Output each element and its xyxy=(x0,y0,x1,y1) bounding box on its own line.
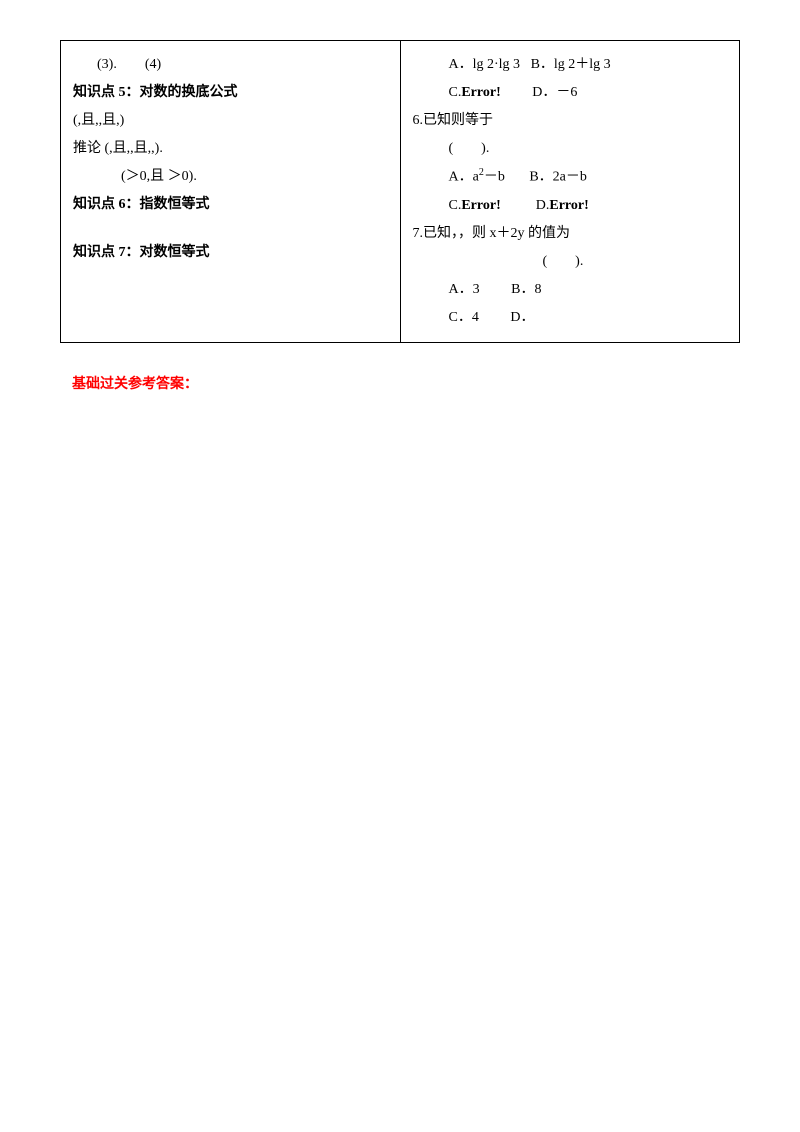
knowledge-point-6: 知识点 6：指数恒等式 xyxy=(73,191,388,219)
kp5-condition: (＞0,且 ＞0). xyxy=(73,163,388,191)
q6-option-a-prefix: A．a xyxy=(449,170,479,185)
q6-option-a-suffix: －b xyxy=(484,170,505,185)
kp5-formula-1: (,且,,且,) xyxy=(73,107,388,135)
q5-option-d: D．－6 xyxy=(532,85,577,100)
q6-option-c-prefix: C. xyxy=(449,198,462,213)
q5-option-c-prefix: C. xyxy=(449,85,462,100)
kp7-prefix: 知识点 7： xyxy=(73,245,140,260)
kp5-corollary: 推论 (,且,,且,,). xyxy=(73,135,388,163)
q7-option-a: A．3 xyxy=(449,282,480,297)
q5-option-b: B．lg 2＋lg 3 xyxy=(531,57,611,72)
q6-options-ab: A．a2－b B．2a－b xyxy=(413,163,728,192)
right-column-cell: A．lg 2·lg 3 B．lg 2＋lg 3 C.Error! D．－6 6.… xyxy=(400,41,740,343)
knowledge-point-7: 知识点 7：对数恒等式 xyxy=(73,239,388,267)
q6-option-d-prefix: D. xyxy=(536,198,550,213)
q6-option-d-error: Error! xyxy=(549,198,588,213)
kp6-text: 指数恒等式 xyxy=(140,197,210,212)
kp7-text: 对数恒等式 xyxy=(140,245,210,260)
spacer xyxy=(73,219,388,239)
q6-stem: 6.已知则等于 xyxy=(413,107,728,135)
table-row: (3). (4) 知识点 5：对数的换底公式 (,且,,且,) 推论 (,且,,… xyxy=(61,41,740,343)
q6-option-b: B．2a－b xyxy=(529,170,587,185)
q7-options-cd: C．4 D． xyxy=(413,304,728,332)
q5-options-ab: A．lg 2·lg 3 B．lg 2＋lg 3 xyxy=(413,51,728,79)
q5-option-c-error: Error! xyxy=(461,85,500,100)
q7-paren: ( ). xyxy=(413,248,728,276)
q5-option-a: A．lg 2·lg 3 xyxy=(449,57,521,72)
answer-key-heading: 基础过关参考答案： xyxy=(60,373,740,393)
kp5-prefix: 知识点 5： xyxy=(73,85,140,100)
item-3-4: (3). (4) xyxy=(73,51,388,79)
kp5-text: 对数的换底公式 xyxy=(140,85,238,100)
kp6-prefix: 知识点 6： xyxy=(73,197,140,212)
knowledge-point-5: 知识点 5：对数的换底公式 xyxy=(73,79,388,107)
main-content-table: (3). (4) 知识点 5：对数的换底公式 (,且,,且,) 推论 (,且,,… xyxy=(60,40,740,343)
q6-options-cd: C.Error! D.Error! xyxy=(413,192,728,220)
q7-stem: 7.已知，，则 x＋2y 的值为 xyxy=(413,220,728,248)
q5-options-cd: C.Error! D．－6 xyxy=(413,79,728,107)
q7-option-b: B．8 xyxy=(511,282,541,297)
left-column-cell: (3). (4) 知识点 5：对数的换底公式 (,且,,且,) 推论 (,且,,… xyxy=(61,41,401,343)
q6-paren: ( ). xyxy=(413,135,728,163)
q7-options-ab: A．3 B．8 xyxy=(413,276,728,304)
spacer xyxy=(73,267,388,327)
q7-option-d: D． xyxy=(510,310,534,325)
q6-option-c-error: Error! xyxy=(461,198,500,213)
q7-option-c: C．4 xyxy=(449,310,479,325)
